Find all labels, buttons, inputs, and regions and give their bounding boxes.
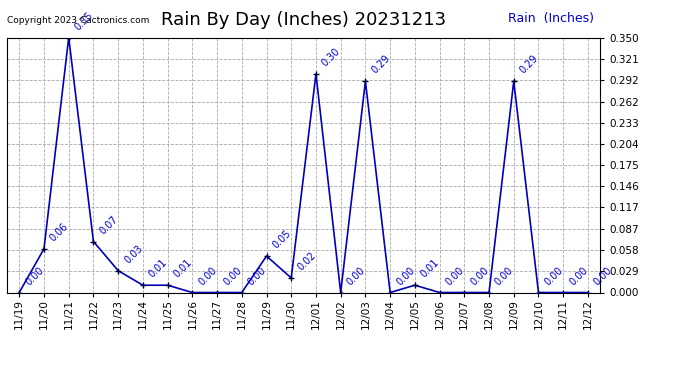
Text: 0.00: 0.00	[246, 265, 268, 287]
Text: 0.29: 0.29	[370, 53, 392, 76]
Text: 0.00: 0.00	[493, 265, 515, 287]
Text: 0.00: 0.00	[592, 265, 614, 287]
Text: 0.00: 0.00	[23, 265, 46, 287]
Text: 0.00: 0.00	[444, 265, 466, 287]
Text: 0.30: 0.30	[320, 46, 342, 68]
Text: 0.07: 0.07	[97, 214, 120, 236]
Text: 0.05: 0.05	[270, 228, 293, 251]
Text: 0.00: 0.00	[345, 265, 367, 287]
Text: 0.00: 0.00	[197, 265, 219, 287]
Text: Rain By Day (Inches) 20231213: Rain By Day (Inches) 20231213	[161, 11, 446, 29]
Text: 0.06: 0.06	[48, 221, 70, 243]
Text: 0.29: 0.29	[518, 53, 540, 76]
Text: 0.03: 0.03	[122, 243, 144, 265]
Text: 0.01: 0.01	[172, 258, 194, 280]
Text: 0.02: 0.02	[295, 250, 317, 272]
Text: 0.00: 0.00	[394, 265, 417, 287]
Text: 0.01: 0.01	[419, 258, 441, 280]
Text: 0.00: 0.00	[221, 265, 244, 287]
Text: Copyright 2023 Cactronics.com: Copyright 2023 Cactronics.com	[7, 16, 149, 25]
Text: 0.35: 0.35	[73, 10, 95, 32]
Text: 0.00: 0.00	[567, 265, 589, 287]
Text: 0.00: 0.00	[542, 265, 565, 287]
Text: 0.00: 0.00	[469, 265, 491, 287]
Text: Rain  (Inches): Rain (Inches)	[509, 12, 594, 25]
Text: 0.01: 0.01	[147, 258, 169, 280]
